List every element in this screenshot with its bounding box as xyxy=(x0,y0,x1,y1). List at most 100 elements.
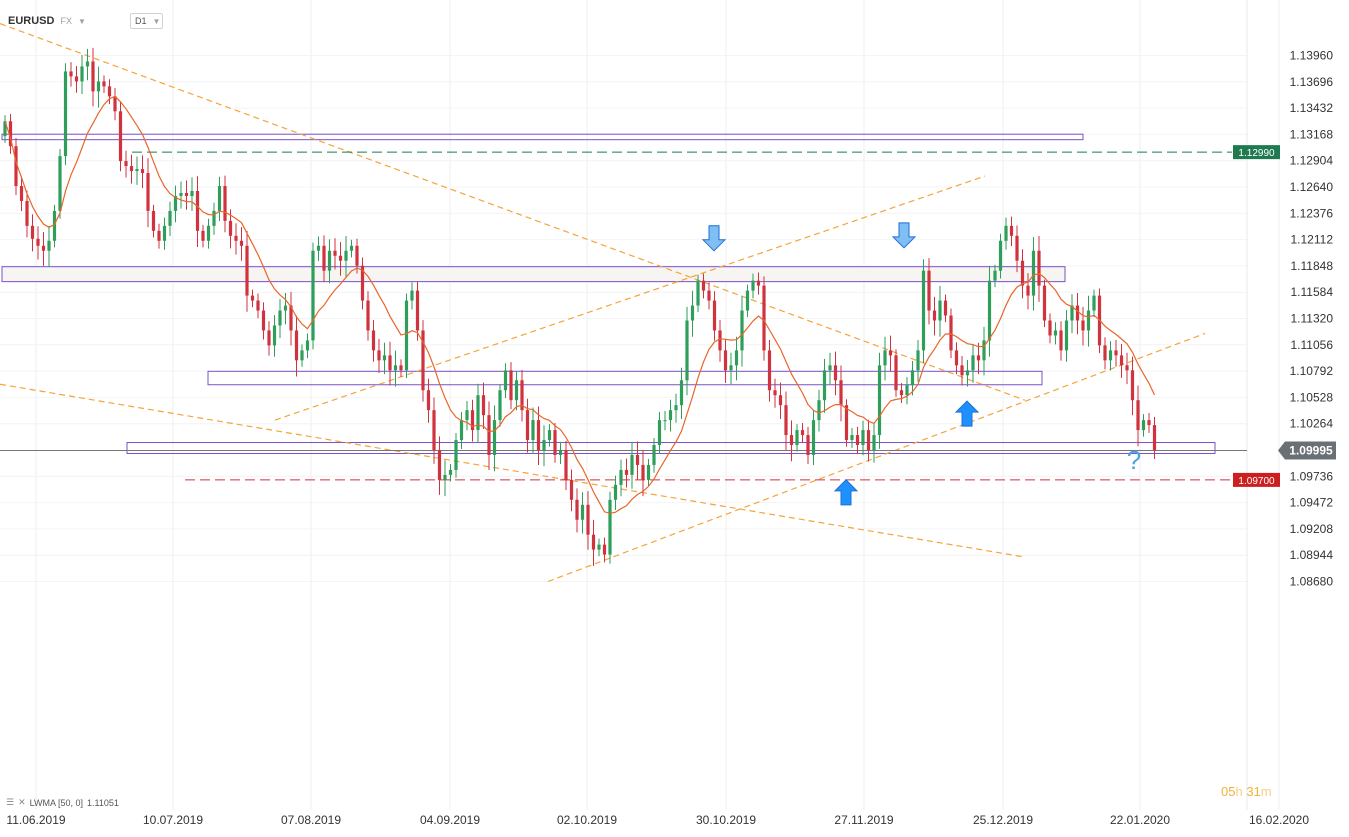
candle-body xyxy=(503,370,508,391)
indicator-value: 1.11051 xyxy=(86,797,119,808)
support-resistance-zone xyxy=(1,133,1084,141)
candle-body xyxy=(173,195,178,211)
candle-body xyxy=(844,405,849,441)
price-tags: 1.12990 1.09700 1.09995 xyxy=(1233,145,1336,487)
y-tick-label: 1.12640 xyxy=(1290,180,1334,194)
y-tick-label: 1.10264 xyxy=(1290,417,1334,431)
candle-body xyxy=(927,270,931,311)
candle-body xyxy=(1136,400,1140,431)
candle-body xyxy=(432,410,436,450)
candle-body xyxy=(85,61,90,67)
candle-body xyxy=(987,280,992,341)
candle-body xyxy=(69,71,73,77)
timeframe-label: D1 xyxy=(135,16,147,26)
candle-body xyxy=(305,340,310,351)
y-tick-label: 1.09208 xyxy=(1290,522,1334,536)
candle-body xyxy=(140,169,145,174)
close-icon[interactable]: ✕ xyxy=(18,797,26,807)
candle-body xyxy=(256,300,260,311)
candle-body xyxy=(690,305,695,321)
candle-body xyxy=(982,340,986,361)
candle-body xyxy=(19,186,24,201)
candle-body xyxy=(448,469,453,475)
candle-body xyxy=(212,210,216,226)
y-tick-label: 1.08944 xyxy=(1290,548,1334,562)
candle-body xyxy=(525,410,530,441)
candle-body xyxy=(734,350,739,366)
candle-body xyxy=(454,440,458,470)
candle-body xyxy=(1064,320,1069,351)
candle-body xyxy=(217,186,222,211)
candle-body xyxy=(162,225,167,241)
candle-body xyxy=(1020,260,1025,286)
arrow-down-icon xyxy=(891,222,917,249)
x-tick-label: 02.10.2019 xyxy=(557,813,617,827)
symbol-label[interactable]: EURUSD xyxy=(8,15,55,27)
candle-body xyxy=(107,86,112,97)
candle-body xyxy=(371,330,376,351)
timer-minutes-unit: m xyxy=(1260,784,1272,799)
y-tick-label: 1.11320 xyxy=(1291,312,1334,326)
candle-body xyxy=(652,445,656,465)
candle-body xyxy=(762,285,766,351)
candle-body xyxy=(1004,225,1008,241)
candle-body xyxy=(619,469,623,485)
candle-body xyxy=(360,265,365,301)
candle-body xyxy=(206,225,211,241)
candle-body xyxy=(646,464,651,480)
candle-body xyxy=(41,245,46,251)
y-tick-label: 1.13960 xyxy=(1290,49,1334,63)
candle-body xyxy=(553,430,557,455)
candle-body xyxy=(58,156,62,211)
candle-body xyxy=(591,534,596,550)
y-tick-label: 1.09472 xyxy=(1290,496,1334,510)
list-icon[interactable]: ☰ xyxy=(6,797,15,807)
candle-body xyxy=(124,161,128,167)
candle-body xyxy=(492,420,497,455)
candle-body xyxy=(228,220,233,236)
candle-body xyxy=(102,81,106,87)
candle-body xyxy=(1108,350,1113,361)
candle-body xyxy=(36,238,40,246)
candle-body xyxy=(806,435,810,455)
candle-body xyxy=(404,300,409,371)
y-tick-label: 1.11584 xyxy=(1291,285,1334,299)
candle-body xyxy=(778,395,783,406)
candle-body xyxy=(712,300,717,331)
candle-body xyxy=(96,81,101,92)
candle-body xyxy=(899,390,904,396)
timeframe-select[interactable]: D1 ▼ xyxy=(130,13,163,29)
candle-body xyxy=(1147,420,1151,426)
price-tag-text: 1.09700 xyxy=(1238,476,1275,487)
trend-line xyxy=(274,175,986,421)
candle-body xyxy=(839,380,843,406)
candle-body xyxy=(789,435,794,446)
candle-body xyxy=(146,173,150,211)
candle-body xyxy=(1009,225,1014,236)
candle-body xyxy=(1026,285,1030,296)
arrow-shape xyxy=(891,222,917,249)
candle-body xyxy=(569,479,574,500)
candle-body xyxy=(817,400,821,421)
candle-body xyxy=(723,350,728,371)
trend-line xyxy=(0,383,1023,558)
candle-body xyxy=(674,405,678,411)
candle-body xyxy=(1086,310,1091,331)
candle-body xyxy=(624,469,629,475)
candle-body xyxy=(278,310,282,326)
arrow-shape xyxy=(954,400,980,427)
candle-body xyxy=(586,504,590,535)
chevron-down-icon[interactable]: ▼ xyxy=(77,16,86,26)
x-tick-label: 04.09.2019 xyxy=(420,813,480,827)
arrow-shape xyxy=(701,225,727,252)
candle-body xyxy=(388,355,392,371)
candle-body xyxy=(976,355,981,361)
candle-body xyxy=(91,61,95,92)
candle-body xyxy=(294,330,299,361)
candle-body xyxy=(597,544,601,550)
candle-body xyxy=(1103,345,1107,361)
candle-body xyxy=(118,111,123,162)
candle-body xyxy=(811,420,816,455)
candle-body xyxy=(954,350,959,366)
